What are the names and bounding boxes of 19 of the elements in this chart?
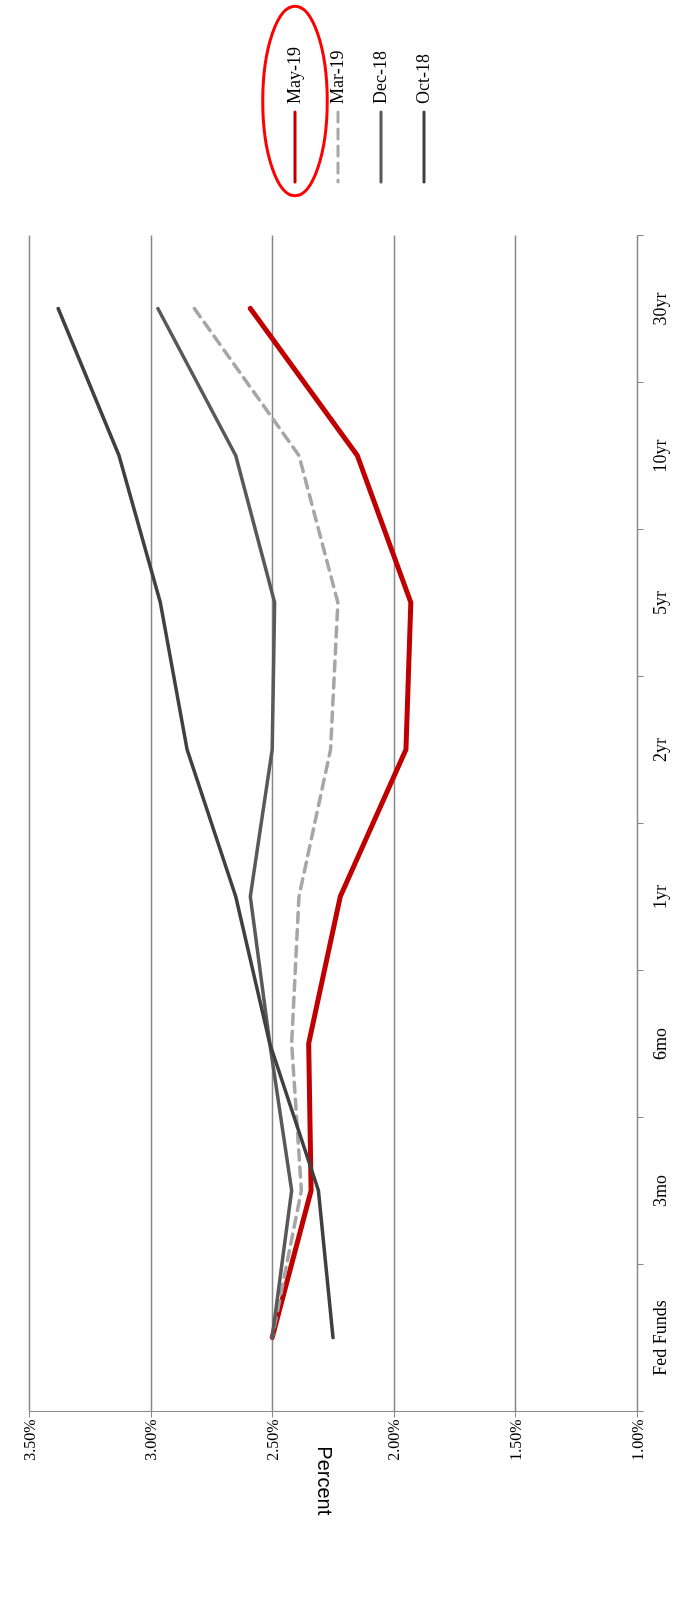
x-tick-label: 3.00% — [142, 1419, 160, 1461]
y-tick-label: 5yr — [649, 591, 670, 615]
y-tick-label: 2yr — [649, 738, 670, 762]
y-tick-label: 6mo — [649, 1027, 670, 1061]
y-tick-label: Fed Funds — [649, 1300, 670, 1376]
x-tick-label: 1.50% — [506, 1419, 524, 1461]
text: Oct-18 — [413, 54, 433, 104]
text: Mar-19 — [327, 50, 347, 104]
x-tick-label: 2.50% — [263, 1419, 281, 1461]
x-tick-label: 2.00% — [385, 1419, 403, 1461]
x-tick-label: 1.00% — [628, 1419, 646, 1461]
y-tick-label: 3mo — [649, 1174, 670, 1208]
y-tick-label: 10yr — [649, 439, 670, 473]
text: May-19 — [284, 47, 304, 104]
text: Dec-18 — [370, 51, 390, 104]
y-axis-title: Percent — [313, 1446, 336, 1516]
y-tick-label: 1yr — [649, 885, 670, 909]
x-tick-label: 3.50% — [20, 1419, 38, 1461]
y-tick-label: 30yr — [649, 292, 670, 326]
